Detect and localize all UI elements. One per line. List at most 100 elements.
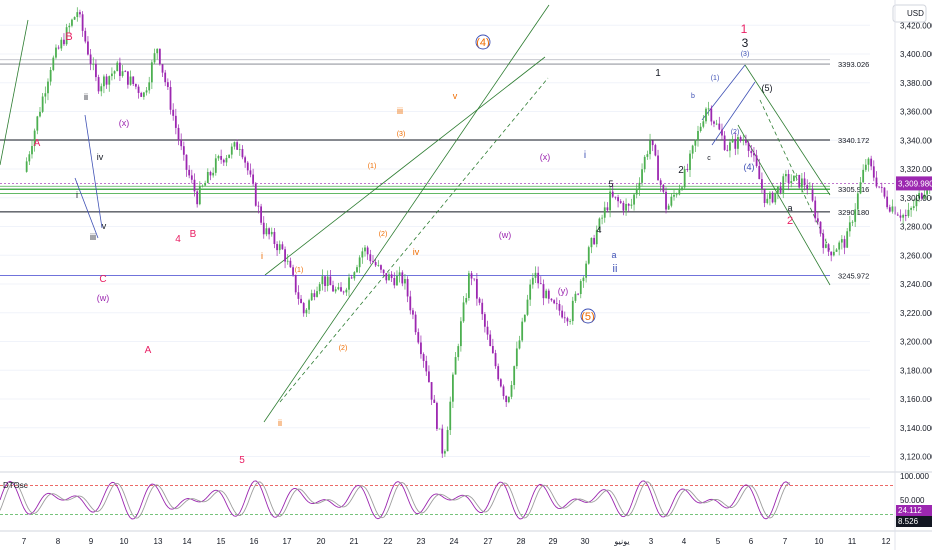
candle-body [412, 310, 414, 314]
candle-body [814, 201, 816, 219]
price-tick-label: 3,220.000 [900, 309, 932, 318]
candle-body [673, 195, 675, 197]
candle-body [135, 84, 137, 87]
candle-body [764, 189, 766, 203]
candle-body [39, 112, 41, 117]
candle-body [457, 346, 459, 357]
wave-label: ii [84, 92, 88, 102]
candle-body [684, 169, 686, 187]
wave-label: (x) [119, 118, 130, 128]
candle-body [479, 299, 481, 303]
candle-body [271, 232, 273, 234]
candle-body [652, 141, 654, 145]
candle-body [316, 291, 318, 297]
wave-label: i [584, 150, 586, 161]
candle-body [210, 172, 212, 175]
candle-body [290, 261, 292, 267]
candle-body [575, 294, 577, 301]
candle-body [878, 186, 880, 187]
candle-body [833, 252, 835, 256]
candle-body [812, 189, 814, 201]
candle-body [524, 315, 526, 322]
candle-body [108, 76, 110, 85]
candle-body [484, 314, 486, 327]
candle-body [700, 127, 702, 131]
candle-body [351, 277, 353, 278]
candle-body [559, 304, 561, 311]
price-tick-label: 3,120.000 [900, 453, 932, 462]
candle-body [742, 140, 744, 141]
candle-body [132, 77, 134, 84]
candle-body [31, 146, 33, 154]
date-tick-label: 24 [450, 537, 459, 546]
candle-body [332, 285, 334, 291]
candle-body [876, 178, 878, 187]
wave-label: (w) [499, 230, 512, 240]
date-tick-label: 15 [217, 537, 226, 546]
candle-body [721, 130, 723, 136]
candle-body [207, 172, 209, 183]
date-tick-label: 17 [283, 537, 292, 546]
candle-body [521, 322, 523, 341]
candle-body [52, 58, 54, 70]
wave-label: B [65, 31, 72, 43]
candle-body [545, 291, 547, 298]
date-tick-label: 4 [682, 537, 687, 546]
wave-label: 5 [608, 179, 613, 189]
candle-body [391, 274, 393, 278]
candle-body [116, 63, 118, 71]
candle-body [604, 207, 606, 217]
candle-body [660, 180, 662, 185]
candle-body [292, 267, 294, 275]
candle-body [98, 77, 100, 91]
candle-body [772, 193, 774, 203]
candle-body [388, 274, 390, 280]
candle-body [417, 332, 419, 342]
wave-label: 1 [655, 68, 661, 79]
wave-label: b [691, 93, 695, 100]
wave-label: c [707, 155, 711, 162]
wave-label: (2) [379, 231, 388, 238]
candle-body [617, 197, 619, 201]
candle-body [337, 287, 339, 289]
candle-body [734, 139, 736, 149]
candle-body [612, 192, 614, 197]
candle-body [383, 270, 385, 273]
wave-label: A [34, 138, 41, 149]
candle-body [716, 124, 718, 125]
wave-label: iii [397, 106, 403, 116]
date-tick-label: 12 [882, 537, 891, 546]
price-tick-label: 3,320.000 [900, 165, 932, 174]
wave-label: a [611, 250, 616, 260]
wave-label: A [145, 345, 152, 356]
candle-body [822, 234, 824, 248]
candle-body [154, 53, 156, 62]
wave-label: iii [90, 232, 96, 242]
candle-body [399, 272, 401, 275]
candle-body [327, 277, 329, 286]
wave-label: i [261, 251, 263, 261]
candle-body [55, 48, 57, 58]
candle-body [100, 86, 102, 91]
candle-body [841, 239, 843, 242]
date-tick-label: 3 [649, 537, 654, 546]
candle-body [335, 289, 337, 291]
candle-body [324, 276, 326, 286]
candle-body [433, 400, 435, 403]
wave-label: C [99, 274, 106, 285]
candle-body [697, 131, 699, 140]
candle-body [196, 191, 198, 204]
candle-body [313, 293, 315, 297]
wave-label: (2) [339, 345, 348, 352]
candle-body [702, 121, 704, 126]
candle-body [508, 397, 510, 402]
candle-body [194, 180, 196, 192]
wave-label: 5 [239, 455, 245, 466]
wave-label: ii [613, 263, 618, 275]
indicator-name: DTOsc [3, 481, 28, 490]
candle-body [769, 193, 771, 199]
candle-body [36, 116, 38, 130]
candle-body [532, 278, 534, 285]
